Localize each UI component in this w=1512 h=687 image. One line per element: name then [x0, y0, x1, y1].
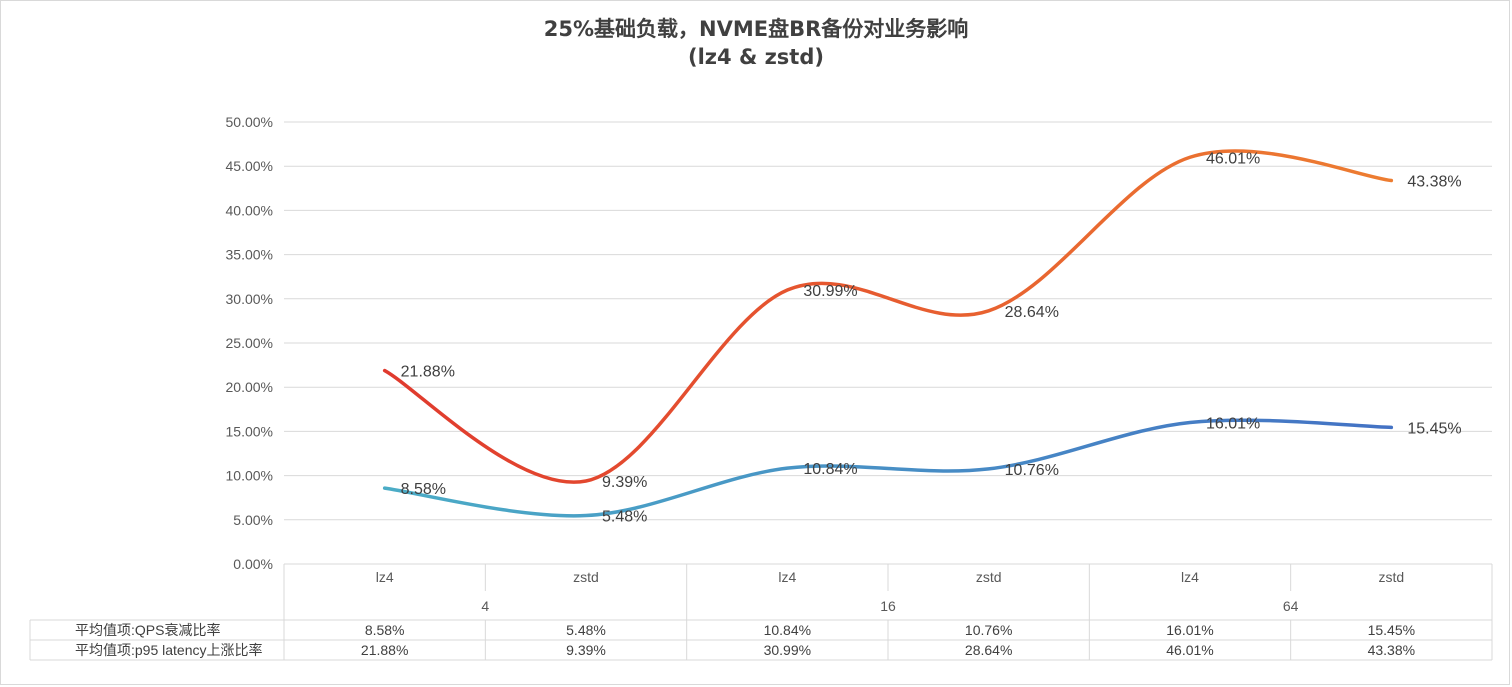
data-label: 46.01% — [1206, 150, 1260, 167]
data-label: 8.58% — [401, 481, 446, 498]
table-cell: 10.84% — [764, 622, 811, 638]
data-label: 28.64% — [1005, 304, 1059, 321]
data-label: 9.39% — [602, 474, 647, 491]
y-tick-label: 50.00% — [226, 114, 273, 130]
y-tick-label: 35.00% — [226, 247, 273, 263]
y-axis-ticks: 0.00% 5.00% 10.00% 15.00% 20.00% 25.00% 30.00%… — [226, 114, 273, 572]
category-label: zstd — [1378, 569, 1404, 585]
table-cell: 30.99% — [764, 642, 811, 658]
category-label: zstd — [573, 569, 599, 585]
table-cell: 21.88% — [361, 642, 408, 658]
table-cell: 43.38% — [1368, 642, 1415, 658]
data-label: 15.45% — [1407, 420, 1461, 437]
category-label: lz4 — [1181, 569, 1199, 585]
category-label: lz4 — [376, 569, 394, 585]
y-tick-label: 25.00% — [226, 335, 273, 351]
data-table: lz4 zstd lz4 zstd lz4 zstd 4 16 64 平均值项:QPS衰减比率 8.… — [29, 564, 1493, 661]
y-tick-label: 15.00% — [226, 423, 273, 439]
table-cell: 9.39% — [566, 642, 606, 658]
data-label: 10.76% — [1005, 462, 1059, 479]
legend-label: 平均值项:p95 latency上涨比率 — [75, 642, 263, 658]
table-cell: 16.01% — [1166, 622, 1213, 638]
group-label: 16 — [880, 598, 896, 614]
y-tick-label: 20.00% — [226, 379, 273, 395]
data-label: 16.01% — [1206, 415, 1260, 432]
legend-label: 平均值项:QPS衰减比率 — [75, 622, 220, 638]
group-label: 4 — [481, 598, 489, 614]
table-cell: 8.58% — [365, 622, 405, 638]
data-label: 43.38% — [1407, 174, 1461, 191]
data-label: 30.99% — [803, 283, 857, 300]
series-line — [382, 149, 1394, 484]
table-cell: 15.45% — [1368, 622, 1415, 638]
y-tick-label: 0.00% — [233, 556, 273, 572]
group-label: 64 — [1283, 598, 1299, 614]
series-lines — [382, 149, 1394, 518]
table-cell: 28.64% — [965, 642, 1012, 658]
category-label: zstd — [976, 569, 1002, 585]
series-line — [382, 418, 1394, 518]
chart-title: 25%基础负载，NVME盘BR备份对业务影响 — [544, 17, 969, 41]
y-tick-label: 45.00% — [226, 158, 273, 174]
category-label: lz4 — [778, 569, 796, 585]
y-tick-label: 10.00% — [226, 468, 273, 484]
data-labels: 8.58% 5.48% 10.84% 10.76% 16.01% 15.45% 21.88%… — [401, 150, 1462, 525]
table-cell: 5.48% — [566, 622, 606, 638]
chart-subtitle: (lz4 & zstd) — [688, 45, 824, 69]
data-label: 10.84% — [803, 461, 857, 478]
table-cell: 10.76% — [965, 622, 1012, 638]
data-label: 5.48% — [602, 509, 647, 526]
y-tick-label: 30.00% — [226, 291, 273, 307]
y-tick-label: 5.00% — [233, 512, 273, 528]
table-cell: 46.01% — [1166, 642, 1213, 658]
data-label: 21.88% — [401, 364, 455, 381]
gridlines — [284, 121, 1492, 565]
y-tick-label: 40.00% — [226, 202, 273, 218]
